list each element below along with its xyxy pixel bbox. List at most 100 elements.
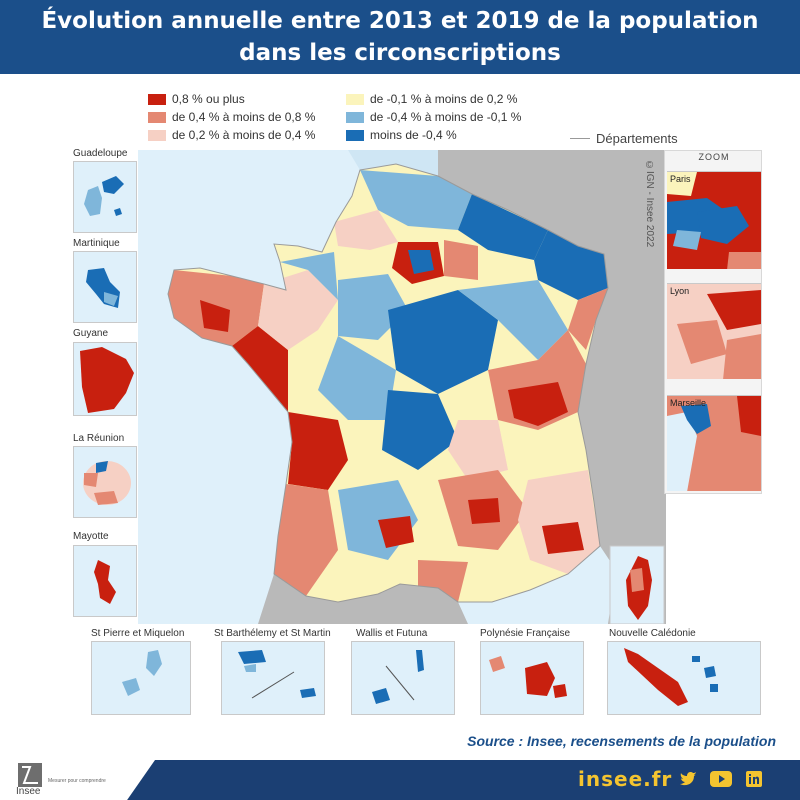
ouvea	[692, 656, 700, 662]
region-normandie-ouest	[280, 252, 338, 300]
nouvelle-caledonie-map	[624, 648, 718, 706]
saint-martin	[238, 650, 266, 664]
legend-swatch	[148, 129, 166, 141]
title-line-2: dans les circonscriptions	[239, 40, 561, 66]
guyane-shape	[80, 347, 134, 413]
inset-label-la-reunion: La Réunion	[73, 433, 125, 444]
legend-swatch	[346, 93, 364, 105]
twitter-bird	[680, 772, 697, 786]
zoom-marseille: Marseille	[667, 395, 761, 491]
legend-item: 0,8 % ou plus	[148, 90, 315, 108]
region-bourgogne	[388, 290, 498, 394]
region-lorraine	[534, 230, 608, 300]
linkedin-dot	[749, 774, 751, 776]
inset-label-martinique: Martinique	[73, 238, 120, 249]
departements-label: Départements	[596, 131, 678, 146]
title-line-1: Évolution annuelle entre 2013 et 2019 de…	[41, 8, 759, 34]
paris-zoom-map	[667, 172, 761, 269]
region-pays-loire	[258, 270, 338, 350]
linkedin-n	[753, 776, 759, 784]
france-outline	[167, 163, 609, 603]
inset-label-st-barthelemy: St Barthélemy et St Martin	[214, 628, 331, 639]
neighbouring-countries	[438, 150, 666, 624]
miquelon	[146, 650, 162, 676]
linkedin-icon-svg	[746, 771, 762, 787]
legend-item: de 0,2 % à moins de 0,4 %	[148, 126, 315, 144]
marseille-north	[681, 404, 711, 434]
mare	[710, 684, 718, 692]
legend-swatch	[148, 93, 166, 105]
separator-line	[251, 671, 295, 699]
legend-label: moins de -0,4 %	[370, 128, 457, 142]
martinique-map	[86, 268, 120, 308]
inset-guadeloupe	[73, 161, 137, 233]
legend-item: de -0,4 % à moins de -0,1 %	[346, 108, 521, 126]
inset-label-nouvelle-caledonie: Nouvelle Calédonie	[609, 628, 696, 639]
youtube-play	[719, 775, 725, 783]
region-drome	[448, 420, 508, 480]
separator-line	[385, 665, 415, 701]
map-legend: 0,8 % ou plus de 0,4 % à moins de 0,8 % …	[148, 90, 708, 146]
page-header: Évolution annuelle entre 2013 et 2019 de…	[0, 0, 800, 74]
marseille-sea	[667, 412, 697, 491]
saint-denis	[96, 461, 108, 473]
inset-st-barthelemy-st-martin	[221, 641, 325, 715]
tahiti-iti	[553, 684, 567, 698]
inset-wallis-futuna	[351, 641, 455, 715]
legend-item: de -0,1 % à moins de 0,2 %	[346, 90, 521, 108]
inset-nouvelle-caledonie	[607, 641, 761, 715]
inset-label-guadeloupe: Guadeloupe	[73, 148, 128, 159]
corse-centre	[630, 568, 644, 592]
guadeloupe-map	[84, 176, 124, 216]
twitter-icon[interactable]	[678, 770, 700, 788]
marseille-east	[737, 396, 761, 436]
polynesie-map	[489, 656, 567, 698]
insee-tagline: Mesurer pour comprendre	[48, 778, 106, 784]
region-auvergne	[382, 390, 458, 470]
site-link[interactable]: insee.fr	[578, 767, 673, 791]
inset-label-st-pierre: St Pierre et Miquelon	[91, 628, 185, 639]
youtube-icon-svg	[710, 771, 732, 787]
region-paris	[408, 250, 434, 274]
linkedin-icon[interactable]	[744, 770, 764, 788]
region-seine-marne	[444, 240, 478, 280]
zoom-label-marseille: Marseille	[670, 398, 707, 408]
departements-legend: Départements	[570, 131, 678, 146]
zoom-title: ZOOM	[698, 152, 730, 162]
lyon-south-east	[723, 334, 761, 379]
sint-maarten	[244, 664, 256, 672]
mayotte-map	[94, 560, 116, 604]
paris-south-east	[727, 252, 761, 269]
paris-centre	[697, 206, 749, 244]
inset-la-reunion	[73, 446, 137, 518]
region-toulouse	[378, 516, 414, 548]
paris-south-west	[673, 230, 701, 250]
spain	[258, 574, 468, 624]
wallis-futuna-map	[372, 650, 424, 704]
inset-martinique	[73, 251, 137, 323]
source-note: Source : Insee, recensements de la popul…	[467, 733, 776, 749]
marie-galante	[114, 208, 122, 216]
zoom-lyon: Lyon	[667, 283, 761, 379]
insee-logo-text: Insee	[16, 786, 41, 797]
legend-column-1: 0,8 % ou plus de 0,4 % à moins de 0,8 % …	[148, 90, 315, 144]
legend-swatch	[346, 111, 364, 123]
zoom-paris: Paris	[667, 171, 761, 269]
inset-label-polynesie: Polynésie Française	[480, 628, 571, 639]
legend-label: de 0,4 % à moins de 0,8 %	[172, 110, 316, 124]
legend-swatch	[148, 111, 166, 123]
reunion-west	[84, 473, 98, 487]
lyon-zoom-map	[667, 284, 761, 379]
region-nord	[360, 170, 472, 230]
youtube-icon[interactable]	[709, 770, 733, 788]
region-montpellier	[468, 498, 500, 524]
lyon-north-east	[707, 290, 761, 330]
marseille-zoom-map	[667, 396, 761, 491]
inset-label-guyane: Guyane	[73, 328, 109, 339]
la-reunion-map	[83, 461, 131, 505]
legend-column-2: de -0,1 % à moins de 0,2 % de -0,4 % à m…	[346, 90, 521, 144]
region-nantes	[232, 326, 288, 412]
zoom-label-lyon: Lyon	[670, 286, 690, 296]
grande-terre	[102, 176, 124, 194]
paris-north-west	[667, 172, 697, 196]
